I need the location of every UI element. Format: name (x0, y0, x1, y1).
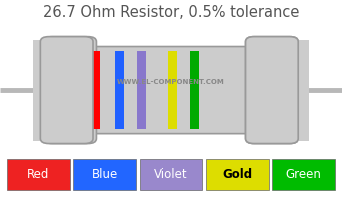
FancyBboxPatch shape (40, 37, 93, 144)
Text: 26.7 Ohm Resistor, 0.5% tolerance: 26.7 Ohm Resistor, 0.5% tolerance (43, 5, 299, 20)
FancyBboxPatch shape (246, 37, 298, 144)
Text: Red: Red (27, 168, 50, 181)
FancyBboxPatch shape (246, 37, 298, 144)
Text: WWW.EL-COMPONENT.COM: WWW.EL-COMPONENT.COM (117, 79, 225, 85)
Bar (91, 51, 100, 129)
FancyBboxPatch shape (272, 159, 335, 190)
FancyBboxPatch shape (140, 159, 202, 190)
Text: Blue: Blue (92, 168, 118, 181)
FancyBboxPatch shape (33, 40, 77, 141)
Text: Violet: Violet (154, 168, 188, 181)
FancyBboxPatch shape (7, 159, 70, 190)
Bar (137, 51, 146, 129)
FancyBboxPatch shape (73, 159, 136, 190)
Ellipse shape (68, 51, 274, 129)
Bar (168, 51, 177, 129)
FancyBboxPatch shape (265, 40, 309, 141)
FancyBboxPatch shape (206, 159, 269, 190)
Text: Gold: Gold (222, 168, 252, 181)
Bar (115, 51, 124, 129)
FancyBboxPatch shape (60, 47, 282, 134)
Text: Green: Green (286, 168, 321, 181)
Ellipse shape (244, 44, 297, 137)
Bar (190, 51, 199, 129)
FancyBboxPatch shape (44, 37, 96, 144)
Ellipse shape (45, 44, 98, 137)
